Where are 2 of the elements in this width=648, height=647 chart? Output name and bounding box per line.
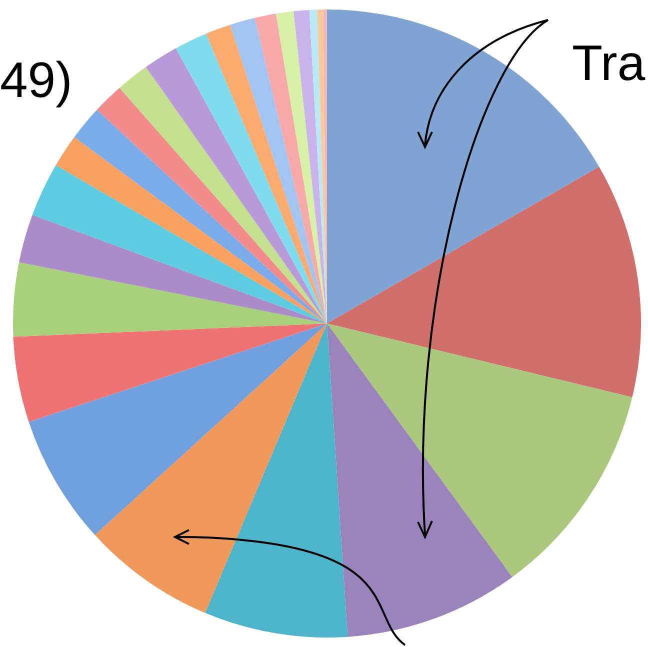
text: 49)	[0, 52, 72, 108]
text: Tra	[572, 35, 646, 91]
